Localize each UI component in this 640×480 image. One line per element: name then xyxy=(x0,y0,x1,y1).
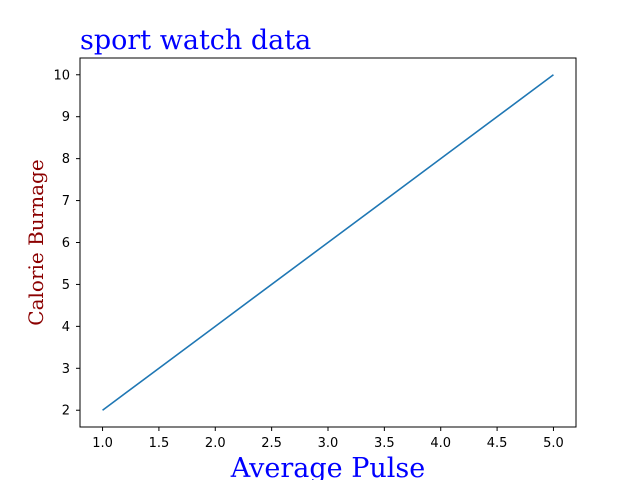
y-tick-label: 3 xyxy=(62,362,70,377)
x-tick-label: 3.0 xyxy=(318,436,339,451)
y-axis-label: Calorie Burnage xyxy=(24,159,48,325)
y-tick-label: 4 xyxy=(62,320,70,335)
series-group xyxy=(102,74,554,411)
y-tick-label: 7 xyxy=(62,194,70,209)
x-tick-label: 3.5 xyxy=(374,436,395,451)
plot-area: 1.0 1.5 2.0 2.5 3.0 3.5 4.0 4.5 5.0 2 3 4 5 6 7 8 9 10 xyxy=(53,57,577,451)
chart-title: sport watch data xyxy=(80,25,311,56)
y-tick-label: 9 xyxy=(62,110,70,125)
y-tick-label: 6 xyxy=(62,236,70,251)
y-tick-label: 10 xyxy=(53,68,70,83)
x-axis: 1.0 1.5 2.0 2.5 3.0 3.5 4.0 4.5 5.0 xyxy=(92,427,564,451)
x-tick-label: 1.5 xyxy=(149,436,170,451)
x-axis-label: Average Pulse xyxy=(230,453,426,480)
x-tick-label: 1.0 xyxy=(92,436,113,451)
series-line xyxy=(102,74,554,411)
y-tick-label: 8 xyxy=(62,152,70,167)
y-tick-label: 2 xyxy=(62,404,70,419)
x-tick-label: 4.0 xyxy=(430,436,451,451)
x-tick-label: 2.0 xyxy=(205,436,226,451)
y-axis: 2 3 4 5 6 7 8 9 10 xyxy=(53,68,80,419)
y-tick-label: 5 xyxy=(62,278,70,293)
x-tick-label: 2.5 xyxy=(261,436,282,451)
x-tick-label: 5.0 xyxy=(543,436,564,451)
x-tick-label: 4.5 xyxy=(487,436,508,451)
